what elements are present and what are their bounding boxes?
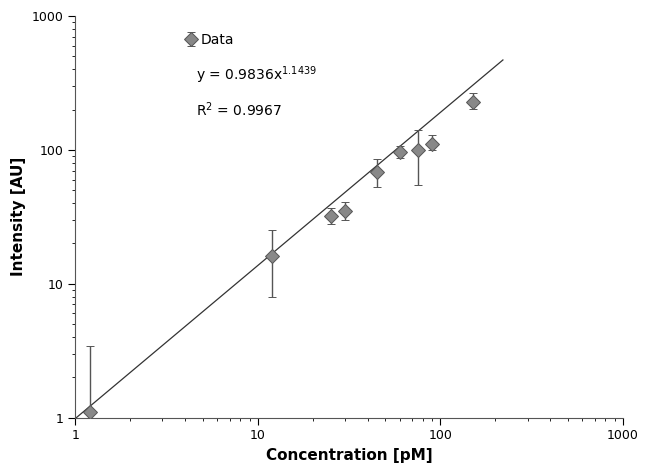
Y-axis label: Intensity [AU]: Intensity [AU] <box>11 157 26 276</box>
Legend: Data: Data <box>181 27 239 52</box>
X-axis label: Concentration [pM]: Concentration [pM] <box>266 448 432 463</box>
Text: R$^{2}$ = 0.9967: R$^{2}$ = 0.9967 <box>196 100 282 119</box>
Text: y = 0.9836x$^{1.1439}$: y = 0.9836x$^{1.1439}$ <box>196 64 317 86</box>
